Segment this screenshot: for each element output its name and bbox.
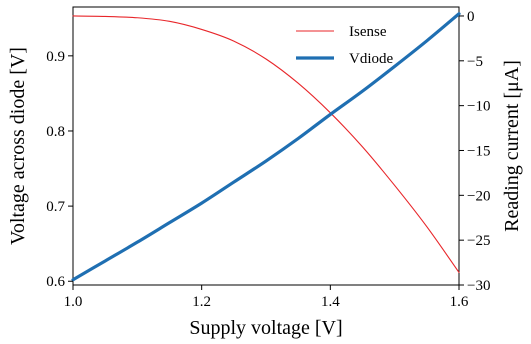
left-axis-label: Voltage across diode [V] (7, 47, 29, 245)
legend-label-vdiode: Vdiode (349, 51, 394, 67)
x-axis-ticks: 1.0 1.2 1.4 1.6 (64, 285, 469, 310)
right-tick-label: 0 (467, 9, 475, 25)
legend-label-isense: Isense (349, 24, 387, 40)
right-tick-label: −15 (467, 143, 490, 159)
series-layer (71, 12, 461, 282)
right-axis-label: Reading current [μA] (501, 60, 523, 232)
right-tick-label: −5 (467, 54, 483, 70)
x-tick-label: 1.2 (192, 294, 211, 310)
series-line-vdiode (71, 12, 461, 282)
legend: Isense Vdiode (296, 24, 394, 67)
plot-area (72, 6, 460, 286)
right-tick-label: −20 (467, 188, 490, 204)
right-axis-ticks: 0 −5 −10 −15 −20 −25 −30 (459, 9, 490, 294)
right-tick-label: −30 (467, 278, 490, 294)
right-tick-label: −10 (467, 99, 490, 115)
left-tick-label: 0.7 (46, 199, 65, 215)
left-tick-label: 0.9 (46, 49, 65, 65)
series-line-isense (72, 15, 460, 273)
left-axis-ticks: 0.6 0.7 0.8 0.9 (46, 49, 73, 290)
left-tick-label: 0.8 (46, 124, 65, 140)
left-tick-label: 0.6 (46, 274, 65, 290)
x-tick-label: 1.0 (64, 294, 83, 310)
x-axis-label: Supply voltage [V] (189, 317, 342, 339)
x-tick-label: 1.6 (450, 294, 469, 310)
right-tick-label: −25 (467, 233, 490, 249)
x-tick-label: 1.4 (321, 294, 340, 310)
